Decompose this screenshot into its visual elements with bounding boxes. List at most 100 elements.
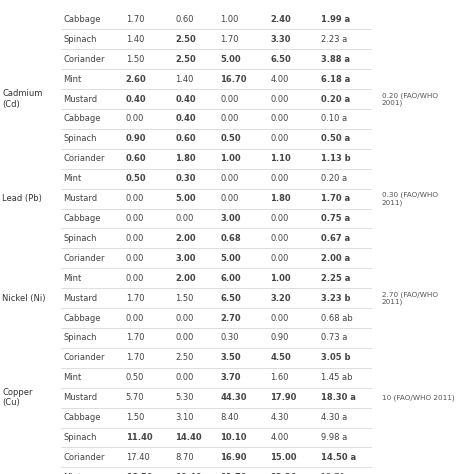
Text: Mint: Mint xyxy=(63,174,82,183)
Text: 1.45 ab: 1.45 ab xyxy=(321,374,352,382)
Text: Spinach: Spinach xyxy=(63,234,97,243)
Text: 3.10: 3.10 xyxy=(175,413,194,422)
Text: 1.70: 1.70 xyxy=(126,354,144,362)
Text: 16.70: 16.70 xyxy=(220,75,247,83)
Text: 0.67 a: 0.67 a xyxy=(321,234,350,243)
Text: 0.00: 0.00 xyxy=(270,95,289,103)
Text: 5.00: 5.00 xyxy=(220,254,241,263)
Text: 0.68: 0.68 xyxy=(220,234,241,243)
Text: Mustard: Mustard xyxy=(63,294,97,302)
Text: 2.50: 2.50 xyxy=(175,35,196,44)
Text: Coriander: Coriander xyxy=(63,55,105,64)
Text: Nickel (Ni): Nickel (Ni) xyxy=(2,294,46,302)
Text: 0.00: 0.00 xyxy=(175,334,194,342)
Text: 1.50: 1.50 xyxy=(126,55,144,64)
Text: 1.00: 1.00 xyxy=(220,155,241,163)
Text: 0.00: 0.00 xyxy=(220,174,239,183)
Text: 0.00: 0.00 xyxy=(126,115,144,123)
Text: 0.20 a: 0.20 a xyxy=(321,174,347,183)
Text: 3.23 b: 3.23 b xyxy=(321,294,350,302)
Text: 4.00: 4.00 xyxy=(270,75,289,83)
Text: 0.00: 0.00 xyxy=(270,135,289,143)
Text: 0.40: 0.40 xyxy=(175,115,196,123)
Text: 0.50 a: 0.50 a xyxy=(321,135,350,143)
Text: 10.10: 10.10 xyxy=(220,433,247,442)
Text: 3.00: 3.00 xyxy=(175,254,196,263)
Text: 1.13 b: 1.13 b xyxy=(321,155,350,163)
Text: 2.60: 2.60 xyxy=(126,75,146,83)
Text: 0.00: 0.00 xyxy=(126,234,144,243)
Text: 0.00: 0.00 xyxy=(270,254,289,263)
Text: 1.70: 1.70 xyxy=(126,334,144,342)
Text: 0.68 ab: 0.68 ab xyxy=(321,314,353,322)
Text: 5.00: 5.00 xyxy=(220,55,241,64)
Text: 5.30: 5.30 xyxy=(175,393,194,402)
Text: Mint: Mint xyxy=(63,75,82,83)
Text: Cabbage: Cabbage xyxy=(63,413,100,422)
Text: Cabbage: Cabbage xyxy=(63,15,100,24)
Text: Mustard: Mustard xyxy=(63,194,97,203)
Text: 11.70: 11.70 xyxy=(220,473,247,474)
Text: 3.70: 3.70 xyxy=(220,374,241,382)
Text: 1.70: 1.70 xyxy=(126,15,144,24)
Text: 3.50: 3.50 xyxy=(220,354,241,362)
Text: 4.30 a: 4.30 a xyxy=(321,413,347,422)
Text: 0.60: 0.60 xyxy=(175,15,194,24)
Text: 1.10: 1.10 xyxy=(270,155,291,163)
Text: Mustard: Mustard xyxy=(63,95,97,103)
Text: 0.00: 0.00 xyxy=(220,95,239,103)
Text: 0.00: 0.00 xyxy=(126,254,144,263)
Text: 8.40: 8.40 xyxy=(220,413,239,422)
Text: 3.30: 3.30 xyxy=(270,35,291,44)
Text: Mint: Mint xyxy=(63,473,82,474)
Text: 1.40: 1.40 xyxy=(175,75,194,83)
Text: 0.10 a: 0.10 a xyxy=(321,115,347,123)
Text: 2.50: 2.50 xyxy=(175,55,196,64)
Text: 0.00: 0.00 xyxy=(220,194,239,203)
Text: 3.00: 3.00 xyxy=(220,214,241,223)
Text: 1.50: 1.50 xyxy=(126,413,144,422)
Text: Copper
(Cu): Copper (Cu) xyxy=(2,388,33,407)
Text: 9.98 a: 9.98 a xyxy=(321,433,347,442)
Text: 0.73 a: 0.73 a xyxy=(321,334,347,342)
Text: 0.50: 0.50 xyxy=(126,374,144,382)
Text: 1.80: 1.80 xyxy=(175,155,196,163)
Text: 4.30: 4.30 xyxy=(270,413,289,422)
Text: Spinach: Spinach xyxy=(63,35,97,44)
Text: 1.00: 1.00 xyxy=(270,274,291,283)
Text: 6.50: 6.50 xyxy=(270,55,291,64)
Text: 0.20 (FAO/WHO
2001): 0.20 (FAO/WHO 2001) xyxy=(382,92,438,106)
Text: 2.70: 2.70 xyxy=(220,314,241,322)
Text: 15.00: 15.00 xyxy=(270,453,297,462)
Text: 0.30: 0.30 xyxy=(175,174,196,183)
Text: 5.00: 5.00 xyxy=(175,194,196,203)
Text: 1.70 a: 1.70 a xyxy=(321,194,350,203)
Text: 0.00: 0.00 xyxy=(126,274,144,283)
Text: 0.00: 0.00 xyxy=(175,214,194,223)
Text: 0.00: 0.00 xyxy=(126,194,144,203)
Text: Cabbage: Cabbage xyxy=(63,214,100,223)
Text: 0.40: 0.40 xyxy=(126,95,146,103)
Text: 2.25 a: 2.25 a xyxy=(321,274,350,283)
Text: 6.50: 6.50 xyxy=(220,294,241,302)
Text: 0.40: 0.40 xyxy=(175,95,196,103)
Text: 16.50: 16.50 xyxy=(126,473,152,474)
Text: 0.00: 0.00 xyxy=(126,214,144,223)
Text: 0.90: 0.90 xyxy=(126,135,146,143)
Text: 0.00: 0.00 xyxy=(270,314,289,322)
Text: 2.00: 2.00 xyxy=(175,234,196,243)
Text: 0.00: 0.00 xyxy=(175,374,194,382)
Text: Cabbage: Cabbage xyxy=(63,115,100,123)
Text: 6.00: 6.00 xyxy=(220,274,241,283)
Text: Coriander: Coriander xyxy=(63,354,105,362)
Text: 10.40: 10.40 xyxy=(175,473,202,474)
Text: Spinach: Spinach xyxy=(63,334,97,342)
Text: 18.30 a: 18.30 a xyxy=(321,393,356,402)
Text: 1.50: 1.50 xyxy=(175,294,194,302)
Text: Lead (Pb): Lead (Pb) xyxy=(2,194,42,203)
Text: 4.00: 4.00 xyxy=(270,433,289,442)
Text: 2.50: 2.50 xyxy=(175,354,194,362)
Text: 44.30: 44.30 xyxy=(220,393,247,402)
Text: 0.00: 0.00 xyxy=(126,314,144,322)
Text: 2.23 a: 2.23 a xyxy=(321,35,347,44)
